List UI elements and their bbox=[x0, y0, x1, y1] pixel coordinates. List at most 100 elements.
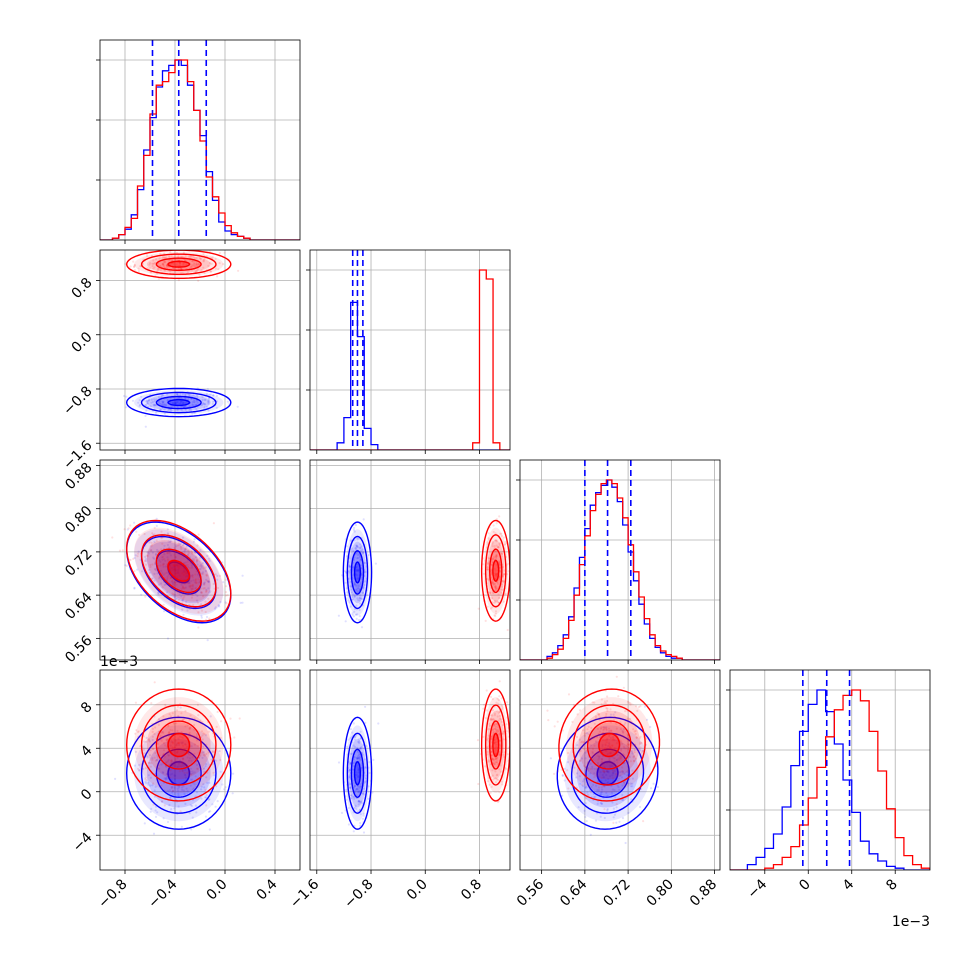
pair-p2-p3-blue-point bbox=[358, 587, 361, 591]
pair-p1-p3-red-point bbox=[177, 598, 180, 602]
pair-p1-p2-blue-point bbox=[208, 397, 211, 400]
pair-p2-p4-blue-point bbox=[363, 787, 366, 790]
pair-p1-p3-blue-point bbox=[159, 560, 162, 563]
pair-p2-p3-red-point bbox=[498, 561, 501, 564]
pair-p1-p2-red-point bbox=[199, 257, 202, 260]
pair-p3-p4-red-point bbox=[601, 770, 605, 773]
pair-p1-p2-blue-point bbox=[137, 401, 140, 404]
pair-p2-p3-red-point bbox=[496, 581, 499, 584]
pair-p2-p4-red-point bbox=[495, 741, 498, 744]
pair-p2-p3-red-point bbox=[492, 530, 495, 534]
pair-p1-p4-red-point bbox=[187, 752, 190, 755]
pair-p2-p4-blue-point bbox=[352, 761, 355, 764]
pair-p1-p2-blue-point bbox=[146, 399, 149, 402]
pair-p2-p3-blue-point bbox=[353, 595, 356, 598]
pair-p2-p4-red-contour-1 bbox=[484, 704, 507, 786]
pair-p1-p4-blue-point bbox=[187, 759, 191, 762]
pair-p2-p4-red-point bbox=[498, 752, 501, 755]
pair-p3-p4-blue-point bbox=[582, 780, 585, 783]
pair-p3-p4-blue-point bbox=[618, 788, 621, 792]
pair-p1-p2-red-point bbox=[170, 254, 173, 257]
pair-p2-p4-blue-point bbox=[359, 822, 362, 825]
pair-p3-p4-red-point bbox=[635, 736, 638, 739]
pair-p2-p4-red-point bbox=[496, 728, 500, 731]
pair-p1-p2-blue-point bbox=[160, 408, 163, 411]
pair-p2-p3-red-point bbox=[504, 542, 507, 545]
pair-p1-p3-red-point bbox=[183, 568, 186, 571]
pair-p2-p3-blue-point bbox=[350, 585, 353, 588]
pair-p1-p3-blue-point bbox=[176, 570, 180, 573]
pair-p1-p4-red-point bbox=[188, 727, 191, 731]
pair-p2-p3-red-point bbox=[492, 524, 495, 527]
pair-p1-p4-red-point bbox=[172, 722, 176, 725]
pair-p1-p2-red-point bbox=[150, 254, 153, 257]
pair-p1-p4-red-point bbox=[163, 804, 166, 807]
pair-p1-p2-red-point bbox=[169, 251, 172, 254]
pair-p1-p4-blue-point bbox=[171, 785, 174, 788]
pair-p3-p4-blue-point bbox=[606, 808, 609, 811]
pair-p3-p4-red-point bbox=[621, 770, 624, 773]
pair-p1-p2-red-point bbox=[163, 252, 166, 255]
pair-p3-p4-blue-point bbox=[655, 765, 658, 768]
pair-p1-p4-blue-point bbox=[208, 798, 211, 801]
pair-p1-p4-red-point bbox=[203, 754, 206, 757]
pair-p2-p4-blue-point bbox=[357, 768, 360, 771]
pair-p1-p3-red-point bbox=[160, 578, 163, 581]
pair-p1-p4-red-point bbox=[179, 765, 182, 768]
pair-p2-p4-red-point bbox=[500, 720, 503, 724]
pair-p1-p4-blue-point bbox=[166, 777, 169, 781]
pair-p1-p3-blue-point bbox=[162, 565, 165, 568]
pair-p3-p4-blue-point bbox=[609, 752, 612, 755]
pair-p2-p3-red-point bbox=[491, 606, 494, 609]
pair-p3-p4-red-point bbox=[627, 739, 630, 742]
pair-p1-p2-red-point bbox=[214, 257, 217, 260]
pair-p3-p4-blue-point bbox=[613, 770, 616, 773]
pair-p2-p3-red-point bbox=[492, 558, 495, 561]
pair-p1-p2-blue-point bbox=[196, 394, 199, 397]
pair-p3-p4-red-point bbox=[553, 772, 556, 776]
pair-p1-p4-blue-point bbox=[189, 770, 192, 773]
pair-p1-p4-blue-point bbox=[221, 783, 224, 786]
pair-p1-p3-red-point bbox=[177, 566, 180, 569]
pair-p1-p3-red-point bbox=[160, 548, 163, 551]
pair-p2-p3-blue-point bbox=[374, 562, 377, 565]
pair-p2-p3-red-point bbox=[493, 583, 496, 586]
pair-p3-p4-red-point bbox=[604, 702, 608, 705]
pair-p2-p4-blue-point bbox=[349, 782, 352, 786]
pair-p1-p4-red-point bbox=[175, 709, 179, 712]
pair-p1-p4-red-point bbox=[167, 731, 170, 734]
pair-p1-p4-red-point bbox=[201, 720, 204, 724]
pair-p3-p4-red-point bbox=[612, 738, 615, 741]
pair-p1-p4-blue-point bbox=[170, 808, 173, 811]
pair-p2-p3-red-point bbox=[497, 546, 500, 549]
pair-p1-p3-red-point bbox=[191, 552, 194, 555]
pair-p1-p3-red-point bbox=[168, 550, 171, 553]
pair-p1-p2-red-point bbox=[217, 268, 220, 271]
pair-p1-p3-red-point bbox=[186, 593, 189, 596]
pair-p2-p3-red-point bbox=[491, 582, 494, 585]
pair-p3-p4-blue-point bbox=[601, 743, 604, 746]
pair-p2-p3-blue-point bbox=[360, 597, 363, 600]
pair-p3-p4-blue-point bbox=[645, 718, 649, 721]
pair-p3-p4-red-point bbox=[582, 740, 585, 744]
pair-p1-p2-blue-point bbox=[172, 401, 175, 405]
pair-p3-p4-blue-point bbox=[623, 772, 626, 776]
pair-p1-p3-blue-point bbox=[181, 599, 184, 602]
pair-p2-p3-blue-point bbox=[358, 547, 362, 550]
pair-p3-p4-red-point bbox=[620, 749, 623, 752]
pair-p1-p2-blue-point bbox=[183, 401, 186, 405]
pair-p3-p4-red-point bbox=[571, 720, 574, 724]
pair-p3-p4-red-point bbox=[547, 719, 550, 722]
pair-p1-p3-red-contour-0 bbox=[126, 519, 232, 622]
pair-p1-p4-red-point bbox=[138, 769, 141, 772]
pair-p3-p4-blue-fill-2 bbox=[587, 750, 629, 797]
pair-p2-p3-red-point bbox=[494, 574, 497, 577]
pair-p3-p4-blue-point bbox=[608, 742, 611, 745]
pair-p1-p4-red-contour-1 bbox=[140, 704, 217, 786]
pair-p1-p2-red-point bbox=[182, 251, 185, 254]
pair-p3-p4-red-point bbox=[585, 768, 588, 771]
pair-p3-p4-red-point bbox=[615, 803, 618, 806]
pair-p3-p4-red-point bbox=[612, 770, 615, 773]
pair-p1-p3-red-point bbox=[206, 579, 209, 583]
pair-p1-p4-red-point bbox=[147, 738, 151, 741]
